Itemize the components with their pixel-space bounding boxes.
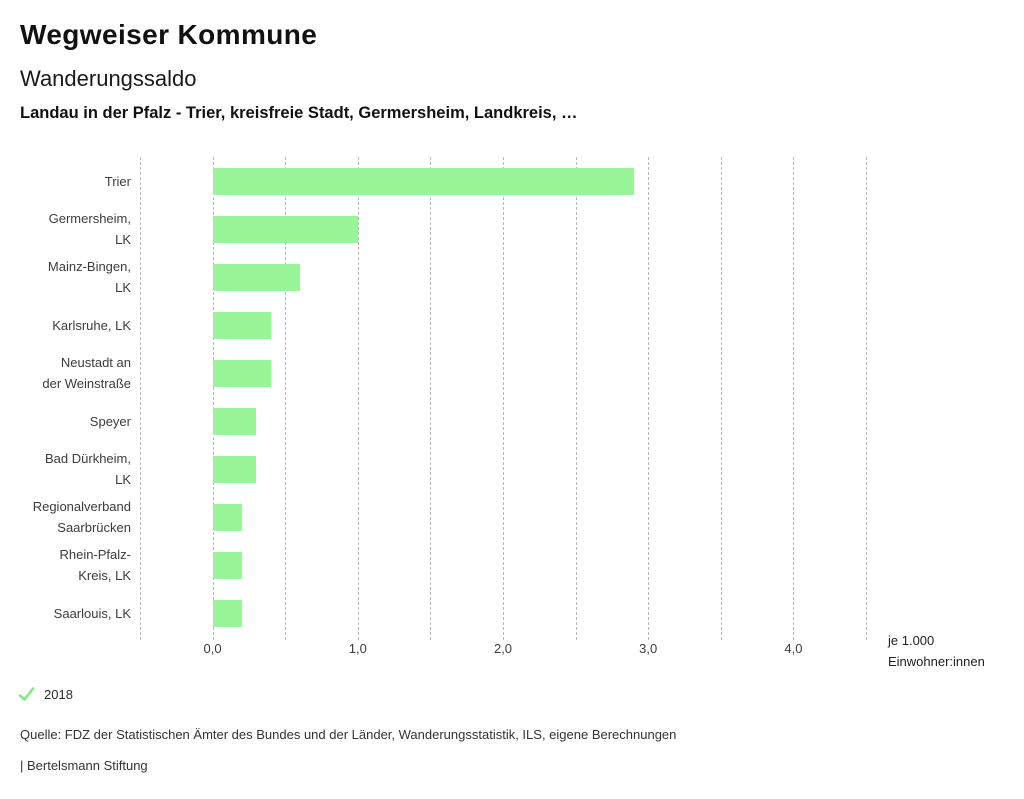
bar[interactable] [212, 503, 242, 531]
gridline [430, 157, 432, 640]
gridline [648, 157, 650, 640]
axis-unit-label: je 1.000 Einwohner:innen [888, 630, 985, 672]
legend-item-2018[interactable]: 2018 [18, 686, 73, 702]
x-tick-label: 1,0 [348, 641, 367, 656]
bar[interactable] [212, 263, 300, 291]
check-icon [18, 687, 35, 701]
x-tick-label: 2,0 [493, 641, 513, 656]
category-label: Neustadt an der Weinstraße [42, 355, 131, 391]
axis-unit-line2: Einwohner:innen [888, 654, 985, 669]
x-tick-label: 4,0 [784, 641, 803, 656]
bar[interactable] [212, 359, 271, 387]
category-label: Saarlouis, LK [53, 605, 131, 621]
axis-unit-line1: je 1.000 [888, 633, 935, 648]
category-label: Regionalverband Saarbrücken [32, 499, 131, 535]
legend-label: 2018 [44, 686, 73, 702]
bar[interactable] [212, 215, 358, 243]
bar[interactable] [212, 407, 257, 435]
x-tick-label: 0,0 [203, 641, 222, 656]
gridline [503, 157, 504, 640]
source-text: Quelle: FDZ der Statistischen Ämter des … [20, 727, 677, 742]
gridline [575, 157, 577, 640]
gridline [140, 157, 141, 640]
gridline [793, 157, 795, 640]
category-label: Rhein-Pfalz- Kreis, LK [59, 547, 131, 583]
x-tick-label: 3,0 [639, 641, 658, 656]
chart-title: Wanderungssaldo [20, 66, 197, 91]
category-label: Germersheim, LK [48, 211, 131, 247]
category-label: Trier [104, 173, 131, 189]
attribution-text: | Bertelsmann Stiftung [20, 758, 148, 773]
bar[interactable] [212, 455, 257, 483]
bar[interactable] [212, 599, 242, 627]
gridline [212, 157, 214, 640]
bar[interactable] [212, 551, 242, 579]
bar[interactable] [212, 167, 634, 195]
gridline [720, 157, 722, 640]
bar[interactable] [212, 311, 271, 339]
app-title: Wegweiser Kommune [20, 19, 318, 50]
gridline [357, 157, 359, 640]
plot-area [140, 157, 867, 640]
chart-subtitle: Landau in der Pfalz - Trier, kreisfreie … [20, 104, 578, 122]
gridline [285, 157, 287, 640]
category-label: Mainz-Bingen, LK [47, 259, 131, 295]
gridline [866, 157, 867, 640]
category-label: Bad Dürkheim, LK [45, 451, 131, 487]
category-label: Speyer [89, 413, 131, 429]
category-label: Karlsruhe, LK [52, 317, 131, 333]
